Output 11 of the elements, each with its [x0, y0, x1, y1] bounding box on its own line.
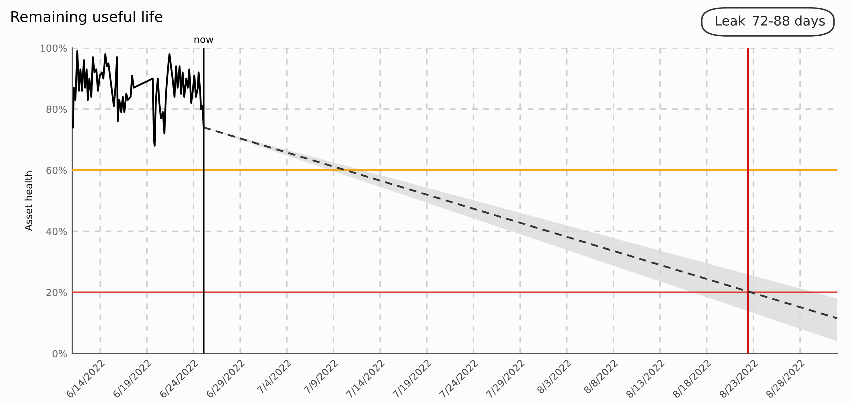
- y-tick-label: 80%: [46, 106, 68, 114]
- chart-title: Remaining useful life: [12, 11, 163, 26]
- y-tick-label: 40%: [46, 228, 68, 236]
- y-tick-label: 0%: [52, 350, 68, 358]
- text: 72-88 days: [753, 16, 826, 28]
- y-tick-label: 20%: [46, 289, 68, 296]
- y-tick-label: 60%: [46, 166, 68, 174]
- text: Leak: [716, 16, 746, 26]
- ref-line-label: now: [194, 38, 214, 44]
- y-axis-title: Asset health: [24, 172, 32, 232]
- y-tick-label: 100%: [40, 44, 68, 52]
